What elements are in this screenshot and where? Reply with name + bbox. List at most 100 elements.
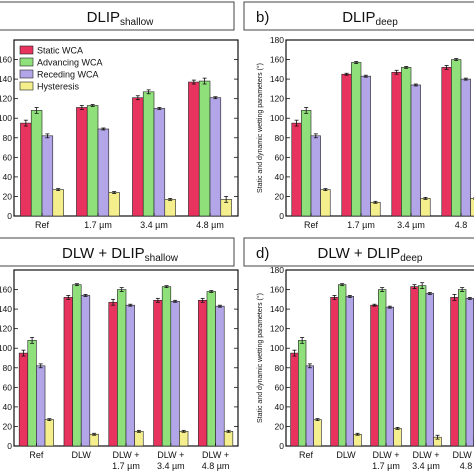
bar-static xyxy=(441,67,452,217)
y-tick-label: 100 xyxy=(270,343,284,353)
bar-static xyxy=(76,107,88,217)
bar-receding xyxy=(345,296,354,447)
bar-hysteresis xyxy=(134,431,144,447)
y-tick-label: 160 xyxy=(270,285,284,295)
y-tick-label: 20 xyxy=(275,421,285,431)
panel-title: DLIPshallow xyxy=(87,9,154,28)
y-axis-label: Static and dynamic wetting parameters (°… xyxy=(256,63,264,193)
panel-header-box xyxy=(0,1,235,31)
bar-hysteresis xyxy=(393,428,402,447)
panel-header-box xyxy=(243,1,474,31)
panel-0: DLIPshallow 0 20 40 60 80 100 120 140 160 Ref 1.7 µ… xyxy=(0,1,239,230)
bar-static xyxy=(291,122,302,217)
bar-receding xyxy=(425,293,434,447)
bar-advancing xyxy=(30,110,43,217)
bar-static xyxy=(132,97,144,217)
bar-advancing xyxy=(418,285,427,447)
bar-hysteresis xyxy=(89,433,99,447)
x-tick-label: DLW + xyxy=(452,450,474,460)
legend-swatch-advancing xyxy=(19,57,34,67)
y-tick-label: 120 xyxy=(270,324,284,334)
y-tick-label: 0 xyxy=(279,441,284,451)
bar-receding xyxy=(36,365,46,447)
bar-hysteresis xyxy=(44,419,54,447)
legend-label: Hysteresis xyxy=(37,82,80,92)
bar-advancing xyxy=(451,59,462,217)
bar-hysteresis xyxy=(353,433,362,447)
y-tick-label: 160 xyxy=(0,285,12,295)
bar-receding xyxy=(170,300,180,447)
bar-advancing xyxy=(142,91,155,217)
y-tick-label: 100 xyxy=(270,113,284,123)
bar-static xyxy=(63,297,73,447)
bar-receding xyxy=(41,135,54,217)
bar-hysteresis xyxy=(420,198,431,217)
legend-swatch-static xyxy=(19,45,34,55)
bar-receding xyxy=(125,304,135,447)
panel-title: DLIPdeep xyxy=(342,9,398,28)
y-tick-label: 20 xyxy=(3,191,13,201)
panel-1: DLIPdeep b) 0 20 40 60 80 100 120 140 160 180 Static… xyxy=(243,1,474,230)
x-tick-label: Ref xyxy=(299,450,314,460)
bar-receding xyxy=(215,305,225,447)
bar-hysteresis xyxy=(179,431,189,447)
panel-2: DLW + DLIPshallow 0 20 40 60 80 100 120 140 160 Re… xyxy=(0,237,239,471)
bar-static xyxy=(370,304,379,447)
y-axis-label: Static and dynamic wetting parameters (°… xyxy=(256,293,264,423)
x-tick-label: 1.7 µm xyxy=(372,461,400,471)
bar-static xyxy=(330,297,339,447)
y-tick-label: 120 xyxy=(0,94,12,104)
legend-label: Advancing WCA xyxy=(37,58,103,68)
x-tick-label: 3.4 µm xyxy=(140,220,168,230)
bar-hysteresis xyxy=(223,431,234,447)
bar-advancing xyxy=(86,105,99,217)
panel-3: DLW + DLIPdeep d) 0 20 40 60 80 100 120 140 160 180… xyxy=(243,237,474,471)
panel-title: DLW + DLIPshallow xyxy=(62,245,179,264)
y-tick-label: 60 xyxy=(3,152,13,162)
y-tick-label: 0 xyxy=(7,211,12,221)
panel-title: DLW + DLIPdeep xyxy=(318,245,423,264)
y-tick-label: 140 xyxy=(0,74,12,84)
bar-hysteresis xyxy=(164,199,176,217)
bar-receding xyxy=(97,128,110,217)
x-tick-label: DLW xyxy=(336,450,356,460)
y-tick-label: 20 xyxy=(275,191,285,201)
bar-advancing xyxy=(301,110,312,217)
x-tick-label: DLW + xyxy=(412,450,439,460)
bar-advancing xyxy=(378,289,387,447)
y-tick-label: 100 xyxy=(0,113,12,123)
bar-hysteresis xyxy=(313,419,322,447)
bar-receding xyxy=(153,108,166,217)
plot-frame xyxy=(285,39,474,217)
x-tick-label: 4.8 xyxy=(455,220,468,230)
bar-static xyxy=(188,81,200,217)
x-tick-label: Ref xyxy=(35,220,50,230)
panel-title-main: DLW + DLIP xyxy=(62,245,145,262)
bar-hysteresis xyxy=(108,192,120,217)
legend-label: Static WCA xyxy=(37,46,83,56)
bar-receding xyxy=(80,295,91,447)
y-tick-label: 60 xyxy=(275,382,285,392)
x-tick-label: 1.7 µm xyxy=(112,461,140,471)
y-tick-label: 80 xyxy=(275,133,285,143)
panel-title-sub: shallow xyxy=(145,253,179,264)
x-tick-label: 3.4 µm xyxy=(412,461,440,471)
x-tick-label: DLW + xyxy=(372,450,399,460)
bar-advancing xyxy=(458,289,467,447)
panel-title-main: DLIP xyxy=(342,9,375,26)
x-tick-label: DLW + xyxy=(112,450,139,460)
y-tick-label: 0 xyxy=(7,441,12,451)
y-tick-label: 160 xyxy=(270,55,284,65)
bar-hysteresis xyxy=(52,189,64,217)
x-tick-label: 4.8 xyxy=(460,461,473,471)
bar-hysteresis xyxy=(470,198,474,217)
panel-header-box xyxy=(243,237,474,267)
plot-frame xyxy=(13,39,239,217)
x-tick-label: DLW + xyxy=(202,450,229,460)
bar-static xyxy=(20,122,32,217)
y-tick-label: 40 xyxy=(275,172,285,182)
y-tick-label: 20 xyxy=(3,421,13,431)
bar-static xyxy=(153,300,163,447)
